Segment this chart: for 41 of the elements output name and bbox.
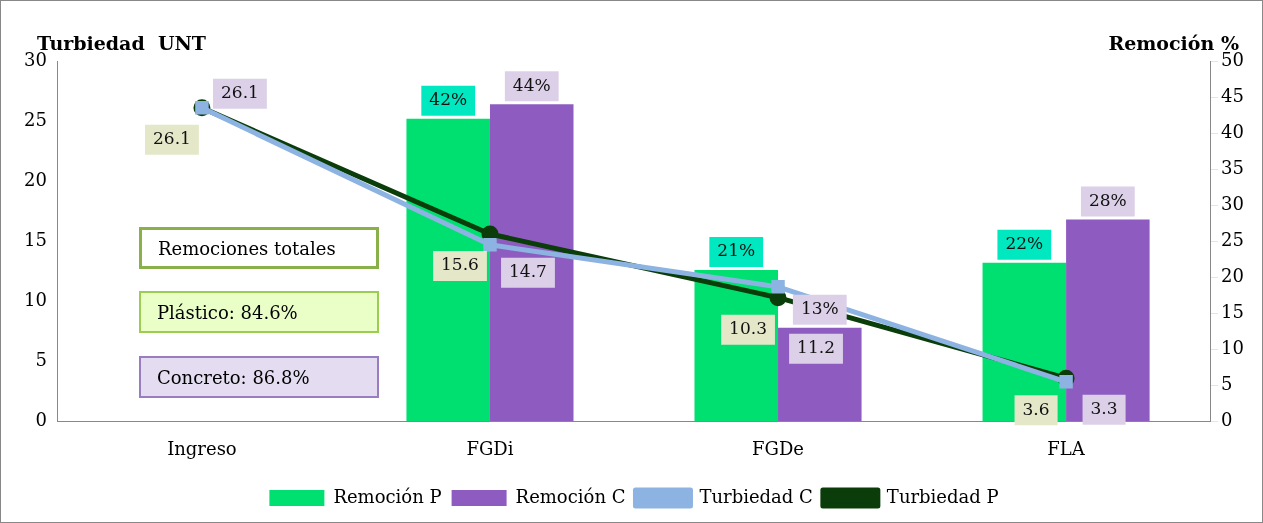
x-tick-label: Ingreso [167,437,237,459]
x-tick-label: FLA [1047,437,1086,459]
legend-label: Remoción C [515,485,626,507]
y-tick-label: 5 [35,349,47,371]
data-label: 13% [800,298,839,319]
y-tick-label: 20 [24,168,47,190]
y2-tick-label: 30 [1221,192,1244,214]
data-label: 3.3 [1090,398,1118,419]
data-label: 22% [1005,233,1044,254]
data-label: 26.1 [221,82,259,103]
y2-tick-label: 35 [1221,156,1244,178]
y2-tick-label: 20 [1221,264,1244,286]
data-label: 21% [717,240,756,261]
y2-tick-label: 0 [1221,409,1233,431]
y2-tick-label: 25 [1221,228,1244,250]
data-label: 44% [512,74,551,95]
data-label: 42% [429,89,468,110]
y2-tick-label: 10 [1221,336,1244,358]
y-tick-label: 10 [24,288,47,310]
data-label: 10.3 [729,318,767,339]
data-label: 26.1 [153,128,191,149]
data-label: 3.6 [1022,398,1050,419]
legend-label: Turbiedad P [886,485,999,507]
legend-label: Remoción P [333,485,442,507]
y2-tick-label: 40 [1221,120,1244,142]
data-label: 14.7 [509,261,547,282]
y2-tick-label: 15 [1221,300,1244,322]
text-box: Remociones totales [139,227,379,269]
x-tick-label: FGDi [466,437,514,459]
text-box: Concreto: 86.8% [139,356,379,398]
legend-label: Turbiedad C [699,485,813,507]
y-tick-label: 0 [35,409,47,431]
data-label: 11.2 [797,337,835,358]
data-label: 15.6 [441,254,479,275]
y2-tick-label: 45 [1221,84,1244,106]
x-tick-label: FGDe [752,437,804,459]
y-tick-label: 15 [24,228,47,250]
y-tick-label: 25 [24,108,47,130]
data-label: 28% [1088,190,1127,210]
text-box: Plástico: 84.6% [139,291,379,333]
y2-tick-label: 5 [1221,373,1233,395]
